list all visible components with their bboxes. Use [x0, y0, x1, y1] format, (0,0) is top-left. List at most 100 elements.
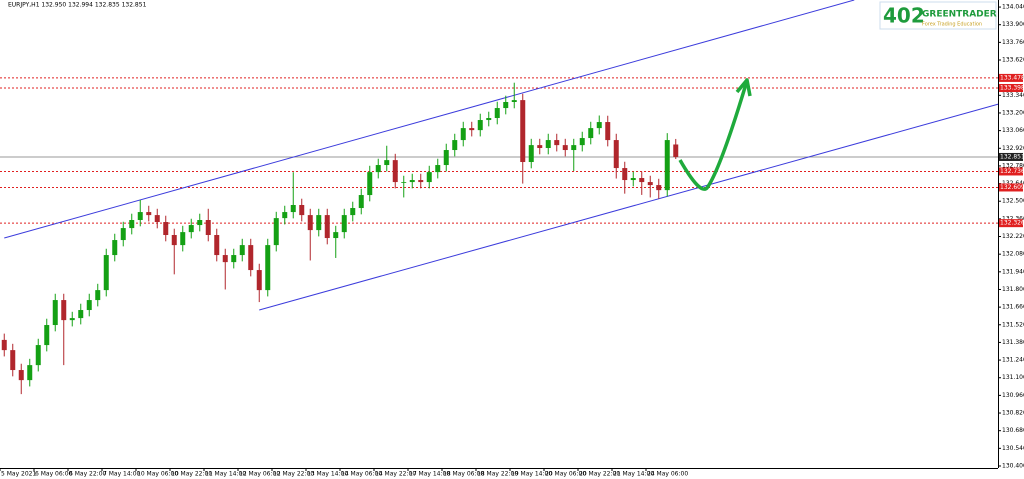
chart-title: EURJPY,H1 132.950 132.994 132.835 132.85… [8, 2, 147, 9]
y-tick-label: 133.620 [1002, 57, 1024, 64]
candle-body [384, 160, 390, 166]
price-label-box [999, 152, 1023, 161]
candle-body [647, 182, 653, 186]
candle-body [469, 128, 475, 131]
candle-body [307, 215, 313, 231]
y-tick-label: 130.540 [1002, 445, 1024, 452]
x-tick-label: 18 May 22:00 [477, 471, 518, 478]
price-label: 132.609 [1000, 184, 1024, 191]
candle-body [95, 290, 101, 301]
x-tick-label: 18 May 06:00 [443, 471, 484, 478]
candle-body [401, 182, 407, 183]
candle-body [554, 140, 560, 146]
candle-body [154, 215, 160, 223]
x-tick-label: 10 May 22:00 [171, 471, 212, 478]
candle-body [503, 101, 509, 109]
candle-body [35, 345, 41, 366]
price-label-box [999, 73, 1023, 82]
candle-body [52, 300, 58, 326]
candle-body [358, 195, 364, 209]
y-tick-label: 132.360 [1002, 215, 1024, 222]
forecast-arrowhead [735, 78, 752, 97]
candle-body [273, 218, 279, 246]
x-tick-label: 6 May 06:00 [35, 471, 73, 478]
y-tick-label: 132.080 [1002, 251, 1024, 258]
candle-body [137, 212, 143, 221]
y-tick-label: 130.820 [1002, 410, 1024, 417]
candle-body [197, 220, 203, 226]
logo-tagline: Forex Trading Education [922, 22, 982, 28]
y-tick-label: 133.760 [1002, 39, 1024, 46]
trendline [4, 0, 855, 239]
candle-body [171, 235, 177, 246]
x-tick-label: 17 May 14:00 [409, 471, 450, 478]
y-tick-label: 132.780 [1002, 162, 1024, 169]
candle-body [452, 140, 458, 151]
y-tick-label: 131.240 [1002, 357, 1024, 364]
price-label-box [999, 167, 1023, 176]
y-tick-label: 131.380 [1002, 339, 1024, 346]
candle-body [10, 350, 16, 371]
price-label-box [999, 84, 1023, 93]
candle-body [477, 120, 483, 131]
y-tick-label: 130.680 [1002, 427, 1024, 434]
y-tick-label: 133.200 [1002, 109, 1024, 116]
candle-body [639, 178, 645, 183]
candle-body [630, 178, 636, 181]
price-label: 132.326 [1000, 220, 1024, 227]
plot-area [0, 0, 999, 395]
y-tick-label: 132.220 [1002, 233, 1024, 240]
candle-body [418, 180, 424, 183]
price-label: 133.398 [1000, 85, 1024, 92]
candle-body [299, 205, 305, 216]
candle-body [673, 144, 679, 157]
x-tick-label: 20 May 22:00 [579, 471, 620, 478]
price-label-box [999, 183, 1023, 192]
candle-body [103, 255, 109, 291]
candle-body [562, 145, 568, 151]
price-label: 132.736 [1000, 168, 1024, 175]
y-tick-label: 133.900 [1002, 21, 1024, 28]
forecast-arrow [678, 83, 748, 191]
x-tick-label: 21 May 14:00 [613, 471, 654, 478]
candle-body [290, 205, 296, 213]
x-tick-label: 11 May 14:00 [205, 471, 246, 478]
candle-body [435, 165, 441, 173]
candle-body [248, 245, 254, 271]
y-tick-label: 131.940 [1002, 268, 1024, 275]
candle-body [511, 100, 517, 102]
candle-body [494, 108, 500, 119]
candle-body [316, 215, 322, 231]
candle-body [282, 212, 288, 219]
y-tick-label: 130.400 [1002, 462, 1024, 469]
x-tick-label: 10 May 06:00 [137, 471, 178, 478]
logo-box [879, 1, 997, 30]
x-tick-label: 20 May 06:00 [545, 471, 586, 478]
x-tick-label: 7 May 14:00 [103, 471, 141, 478]
candle-body [188, 225, 194, 233]
candle-body [426, 172, 432, 183]
candle-body [579, 138, 585, 146]
x-tick-label: 13 May 14:00 [307, 471, 348, 478]
candle-body [613, 140, 619, 169]
y-tick-label: 133.060 [1002, 127, 1024, 134]
candle-body [129, 220, 135, 229]
candle-body [324, 215, 330, 239]
price-label: 132.851 [1000, 153, 1024, 160]
candle-body [443, 150, 449, 166]
candle-body [69, 318, 75, 321]
logo-brand: GREENTRADER [922, 10, 997, 20]
y-tick-label: 130.960 [1002, 392, 1024, 399]
candle-body [27, 365, 33, 381]
logo: 402 GREENTRADER Forex Trading Education [879, 1, 997, 30]
candle-body [86, 300, 92, 311]
candle-body [367, 172, 373, 196]
candle-body [231, 255, 237, 263]
candle-body [350, 208, 356, 216]
candle-body [409, 180, 415, 183]
y-tick-label: 131.660 [1002, 304, 1024, 311]
x-tick-label: 12 May 22:00 [273, 471, 314, 478]
x-tick-label: 12 May 06:00 [239, 471, 280, 478]
candle-body [112, 240, 118, 256]
